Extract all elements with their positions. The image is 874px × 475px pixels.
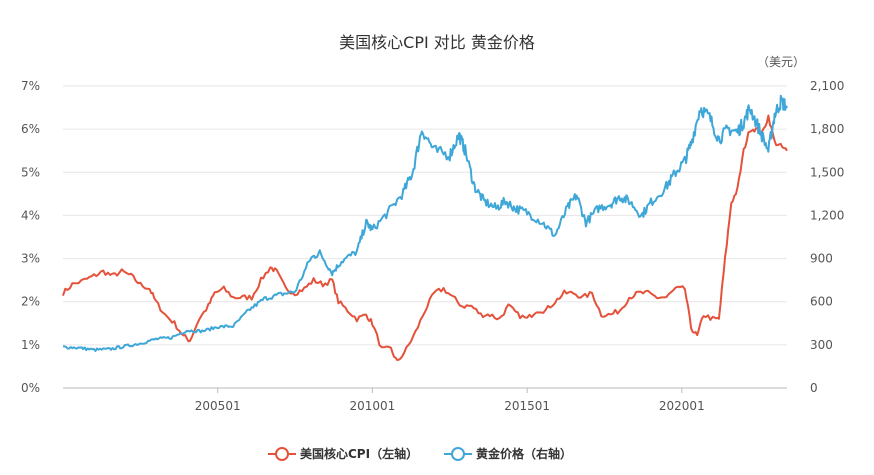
series-line-core-cpi [62, 114, 788, 362]
x-tick-label: 201501 [504, 399, 550, 413]
right-tick-label: 0 [810, 381, 818, 395]
series-line-gold-price [63, 94, 788, 352]
left-tick-label: 4% [21, 208, 40, 222]
legend[interactable]: 美国核心CPI（左轴） 黄金价格（右轴） [268, 446, 572, 461]
right-tick-label: 1,200 [810, 208, 844, 222]
legend-marker-icon [275, 447, 289, 461]
grid-lines [63, 85, 787, 389]
left-tick-label: 1% [21, 338, 40, 352]
right-tick-label: 300 [810, 338, 833, 352]
left-tick-label: 3% [21, 252, 40, 266]
right-axis: 0 300 600 900 1,200 1,500 1,800 2,100 [810, 79, 844, 395]
legend-item-core-cpi[interactable]: 美国核心CPI（左轴） [268, 446, 418, 461]
x-axis: 200501 201001 201501 202001 [195, 388, 705, 413]
x-tick-label: 201001 [349, 399, 395, 413]
left-tick-label: 5% [21, 165, 40, 179]
left-tick-label: 0% [21, 381, 40, 395]
right-tick-label: 900 [810, 252, 833, 266]
left-tick-label: 2% [21, 295, 40, 309]
legend-label: 美国核心CPI（左轴） [300, 446, 418, 461]
chart-title: 美国核心CPI 对比 黄金价格 [339, 33, 535, 52]
series-group [62, 94, 788, 362]
legend-label: 黄金价格（右轴） [476, 446, 572, 461]
x-tick-label: 202001 [659, 399, 705, 413]
left-tick-label: 7% [21, 79, 40, 93]
left-tick-label: 6% [21, 122, 40, 136]
right-tick-label: 1,500 [810, 165, 844, 179]
legend-marker-icon [451, 447, 465, 461]
legend-item-gold-price[interactable]: 黄金价格（右轴） [444, 446, 572, 461]
right-tick-label: 1,800 [810, 122, 844, 136]
right-tick-label: 2,100 [810, 79, 844, 93]
right-axis-unit: （美元） [757, 55, 805, 69]
x-tick-label: 200501 [195, 399, 241, 413]
right-tick-label: 600 [810, 295, 833, 309]
left-axis: 0% 1% 2% 3% 4% 5% 6% 7% [21, 79, 40, 395]
